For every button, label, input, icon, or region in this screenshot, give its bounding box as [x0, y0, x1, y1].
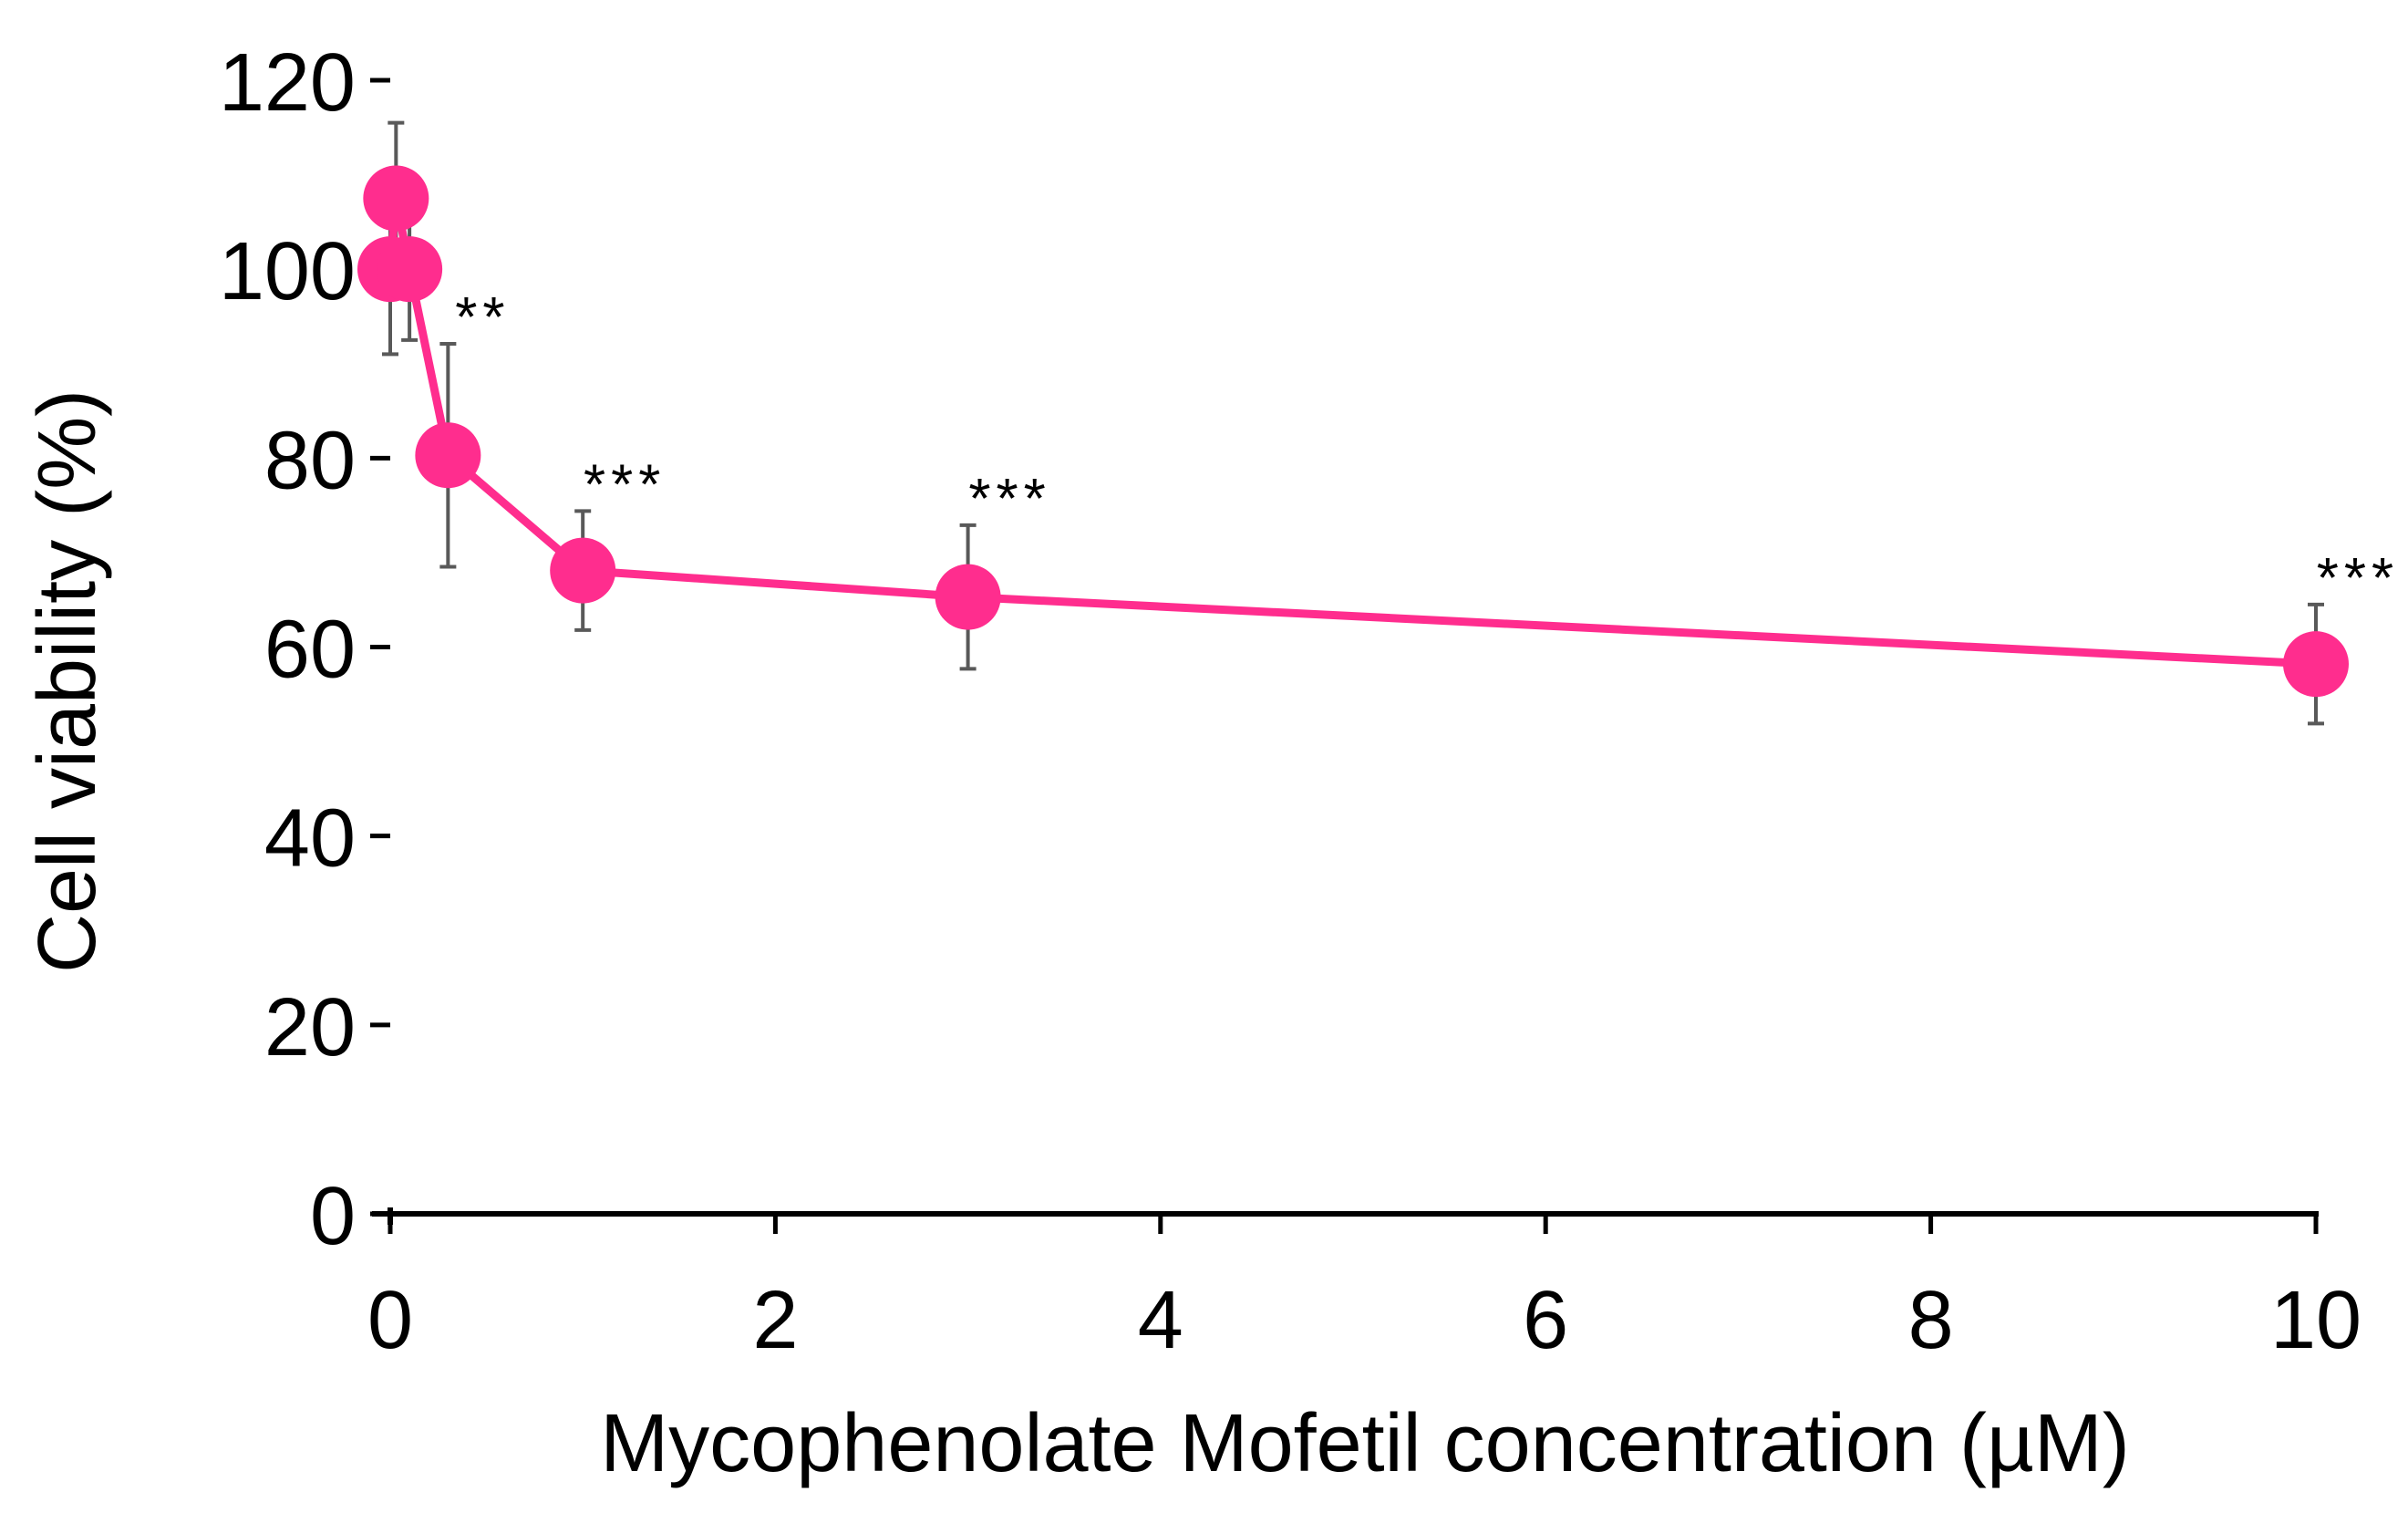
series-line: [386, 194, 2317, 668]
x-tick-label: 10: [2270, 1275, 2361, 1366]
data-point: [377, 236, 443, 303]
axes-layer: 0 20 40 60 80 100 120 0 2 4 6 8 10: [219, 37, 2361, 1366]
series-line-layer: [386, 194, 2317, 668]
y-tick-label: 100: [219, 226, 356, 317]
data-point: [2283, 631, 2349, 698]
x-tick-label: 0: [367, 1275, 413, 1366]
significance-annotation: ***: [2317, 547, 2399, 610]
x-tick-label: 4: [1138, 1275, 1183, 1366]
y-tick-label: 40: [264, 793, 356, 885]
y-tick-label: 20: [264, 982, 356, 1073]
significance-annotation: **: [455, 286, 510, 349]
x-tick-label: 6: [1523, 1275, 1568, 1366]
data-point: [415, 422, 481, 489]
x-tick-label: 8: [1908, 1275, 1954, 1366]
x-axis-title: Mycophenolate Mofetil concentration (µM): [600, 1398, 2130, 1489]
y-tick-label: 0: [310, 1171, 356, 1262]
y-tick-label: 120: [219, 37, 356, 129]
y-tick-label: 60: [264, 605, 356, 696]
y-axis-title: Cell viability (%): [22, 389, 113, 973]
data-point: [550, 537, 616, 604]
data-point: [363, 165, 429, 232]
axis-label-layer: Mycophenolate Mofetil concentration (µM)…: [22, 389, 2130, 1489]
significance-annotation: ***: [584, 453, 666, 516]
y-tick-label: 80: [264, 415, 356, 506]
marker-layer: [357, 165, 2349, 698]
annotation-layer: ***** ******: [455, 286, 2399, 610]
data-point: [935, 564, 1001, 630]
x-tick-label: 2: [752, 1275, 798, 1366]
errorbar-layer: [382, 120, 2324, 726]
significance-annotation: ***: [968, 468, 1050, 531]
